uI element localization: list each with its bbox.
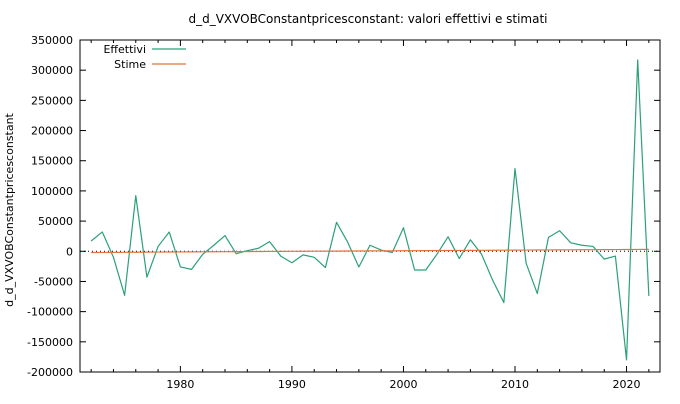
y-tick-label: 300000 xyxy=(31,64,73,77)
plot-frame xyxy=(79,39,661,373)
y-tick-label: 150000 xyxy=(31,155,73,168)
x-axis: 1980 1990 2000 2010 2020 xyxy=(90,40,650,391)
y-tick-label: 350000 xyxy=(31,34,73,47)
legend-label-stime: Stime xyxy=(114,58,146,71)
y-axis: -200000 -150000 -100000 -50000 0 50000 100000 1… xyxy=(27,34,660,379)
y-tick-label: -150000 xyxy=(27,336,73,349)
x-tick-label: 2020 xyxy=(613,378,641,391)
y-tick-label: 200000 xyxy=(31,125,73,138)
y-tick-label: 100000 xyxy=(31,185,73,198)
y-tick-label: -200000 xyxy=(27,366,73,379)
series-line-stime xyxy=(91,248,649,254)
y-tick-label: 0 xyxy=(66,245,73,258)
y-axis-label: d_d_VXVOBConstantpricesconstant xyxy=(3,112,16,306)
y-tick-label: -50000 xyxy=(34,275,73,288)
y-tick-label: 250000 xyxy=(31,94,73,107)
series-line-effettivi xyxy=(90,59,650,361)
series-layer xyxy=(90,59,650,361)
y-tick-label: 50000 xyxy=(38,215,73,228)
x-tick-label: 1980 xyxy=(166,378,194,391)
y-tick-label: -100000 xyxy=(27,306,73,319)
x-tick-label: 1990 xyxy=(278,378,306,391)
legend: Effettivi Stime xyxy=(103,43,186,71)
legend-label-effettivi: Effettivi xyxy=(103,43,146,56)
x-tick-label: 2000 xyxy=(389,378,417,391)
chart-title: d_d_VXVOBConstantpricesconstant: valori … xyxy=(188,12,547,26)
x-tick-label: 2010 xyxy=(501,378,529,391)
